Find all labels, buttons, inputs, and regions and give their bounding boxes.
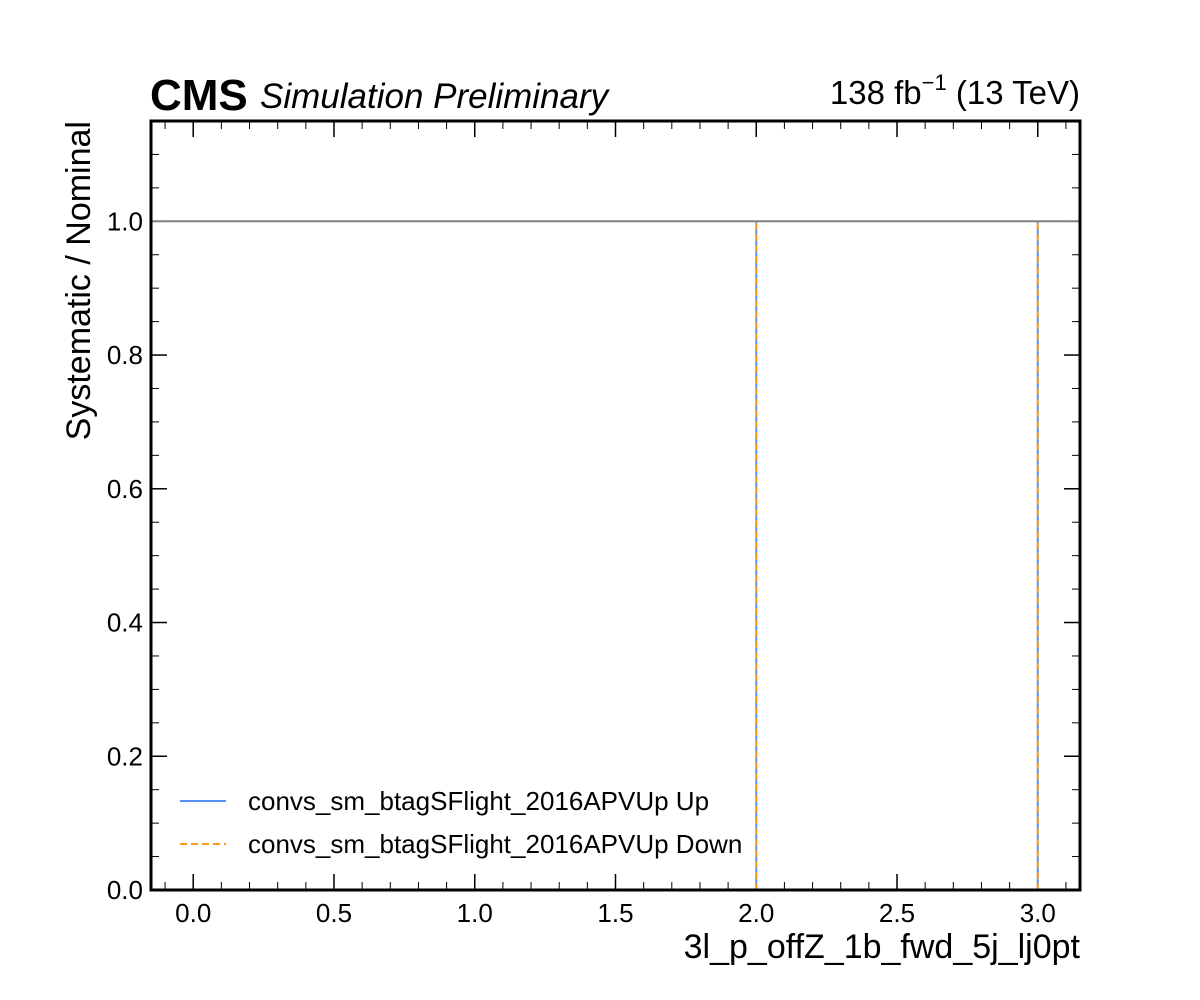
legend: convs_sm_btagSFlight_2016APVUp Up convs_… xyxy=(180,786,742,859)
plot-frame xyxy=(149,119,1082,892)
x-tick-label: 1.5 xyxy=(597,898,633,928)
y-tick-label: 0.4 xyxy=(107,608,143,638)
lumi-exponent: −1 xyxy=(922,70,947,95)
y-axis-title: Systematic / Nominal xyxy=(60,121,98,440)
x-tick-label: 0.0 xyxy=(175,898,211,928)
y-tick-label: 0.6 xyxy=(107,474,143,504)
tick-labels: 0.0 0.5 1.0 1.5 2.0 2.5 3.0 0.0 0.2 0.4 0.6 0.8 1.0 xyxy=(107,206,1056,928)
lumi-energy: (13 TeV) xyxy=(947,74,1080,111)
x-tick-label: 1.0 xyxy=(457,898,493,928)
y-tick-label: 0.0 xyxy=(107,875,143,905)
x-tick-label: 2.0 xyxy=(738,898,774,928)
legend-entry-down: convs_sm_btagSFlight_2016APVUp Down xyxy=(248,829,742,859)
experiment-label: CMS xyxy=(150,71,248,120)
y-tick-label: 0.2 xyxy=(107,741,143,771)
x-tick-label: 0.5 xyxy=(316,898,352,928)
status-label: Simulation Preliminary xyxy=(260,77,611,116)
y-tick-label: 0.8 xyxy=(107,340,143,370)
lumi-value: 138 fb xyxy=(830,74,922,111)
y-tick-label: 1.0 xyxy=(107,206,143,236)
x-tick-label: 3.0 xyxy=(1020,898,1056,928)
plot-lines xyxy=(151,220,1080,890)
legend-entry-up: convs_sm_btagSFlight_2016APVUp Up xyxy=(248,786,709,816)
luminosity-label: 138 fb−1 (13 TeV) xyxy=(830,70,1080,111)
x-axis-title: 3l_p_offZ_1b_fwd_5j_lj0pt xyxy=(684,928,1081,966)
axis-ticks xyxy=(151,120,1080,891)
x-tick-label: 2.5 xyxy=(879,898,915,928)
